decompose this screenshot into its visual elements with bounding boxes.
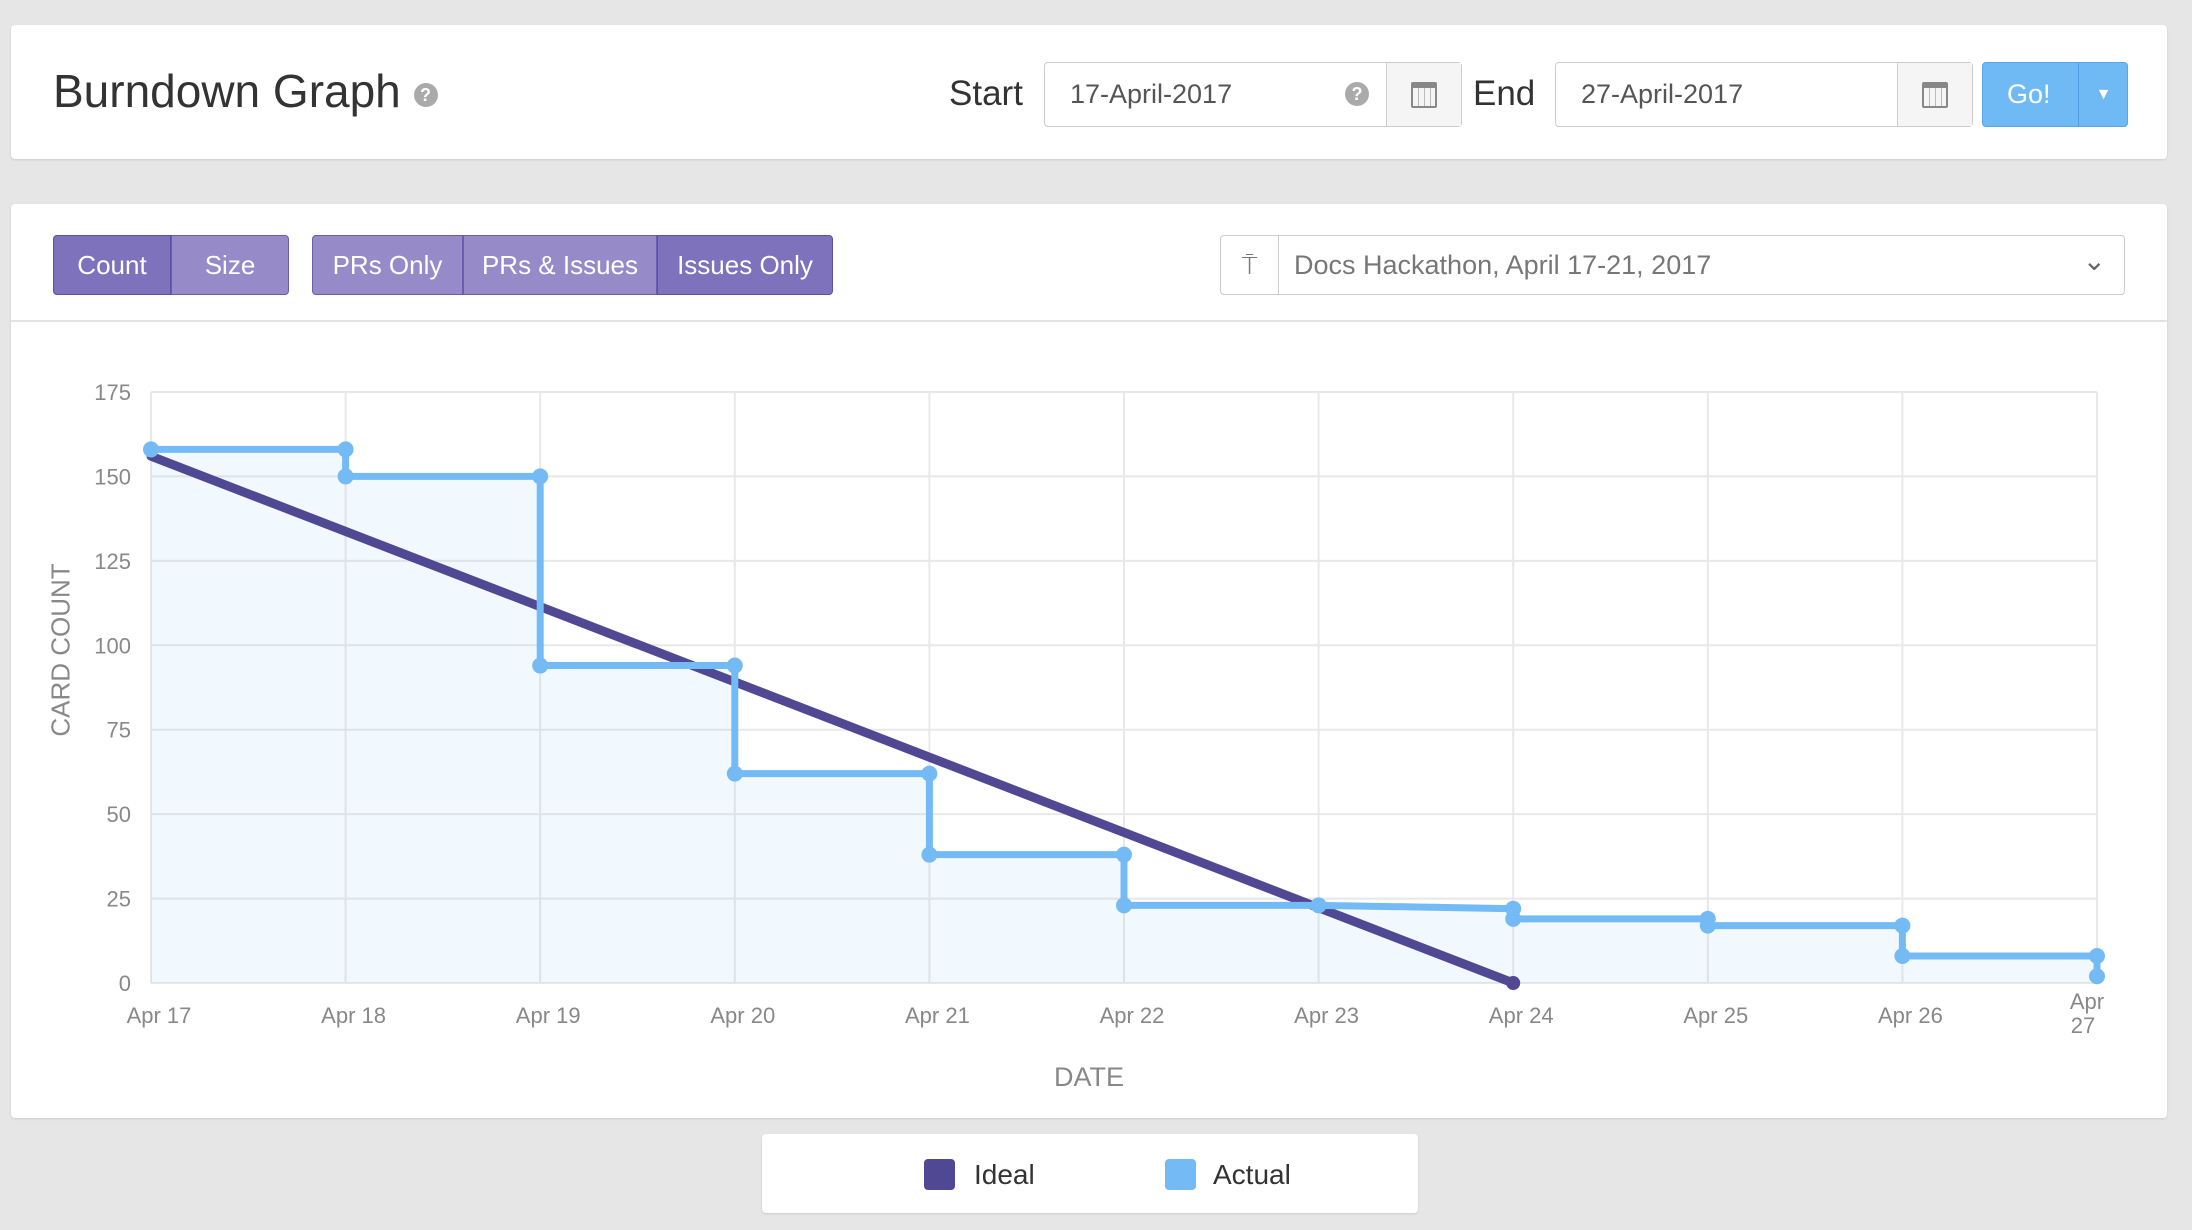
start-date-value: 17-April-2017: [1070, 79, 1233, 109]
actual-point: [337, 441, 354, 458]
x-tick-label: Apr 21: [905, 1003, 970, 1028]
go-label: Go!: [2007, 79, 2051, 109]
divider: [11, 320, 2167, 322]
calendar-icon: [1922, 81, 1948, 108]
end-date-value: 27-April-2017: [1581, 79, 1744, 109]
actual-point: [1116, 897, 1132, 914]
actual-point: [921, 765, 938, 782]
x-tick-label: Apr 26: [1878, 1003, 1943, 1028]
actual-point: [921, 846, 938, 863]
chart-card: [11, 204, 2167, 1118]
actual-point: [2089, 968, 2105, 985]
signpost-icon: ⍑: [1221, 236, 1279, 294]
chevron-down-icon: ⌄: [2082, 245, 2106, 276]
actual-area: [151, 449, 2097, 983]
actual-point: [337, 468, 354, 485]
title-text: Burndown Graph: [53, 65, 401, 117]
prs-issues-button[interactable]: PRs & Issues: [463, 235, 657, 295]
actual-point: [1310, 897, 1327, 914]
calendar-icon: [1411, 81, 1437, 108]
x-tick-label: Apr 24: [1489, 1003, 1554, 1028]
x-tick-label: Apr 23: [1294, 1003, 1359, 1028]
start-label: Start: [949, 74, 1023, 113]
actual-point: [1894, 947, 1911, 964]
x-tick-label: Apr 25: [1683, 1003, 1748, 1028]
help-icon[interactable]: ?: [1345, 82, 1369, 106]
y-tick-label: 50: [107, 802, 131, 827]
page-title: Burndown Graph ?: [53, 64, 438, 118]
x-tick-label: Apr 19: [516, 1003, 581, 1028]
y-axis-label: CARD COUNT: [45, 563, 76, 737]
actual-point: [143, 441, 159, 458]
y-tick-label: 25: [107, 887, 131, 912]
legend: Ideal Actual: [762, 1134, 1418, 1213]
actual-point: [1894, 917, 1911, 934]
end-label: End: [1473, 74, 1536, 113]
y-tick-label: 150: [94, 464, 131, 489]
milestone-value: Docs Hackathon, April 17-21, 2017: [1294, 250, 1712, 280]
actual-point: [532, 468, 549, 485]
end-calendar-button[interactable]: [1897, 63, 1972, 126]
ideal-line: [146, 451, 1518, 988]
start-calendar-button[interactable]: [1386, 63, 1461, 126]
ideal-point: [1506, 976, 1521, 990]
actual-point: [726, 765, 743, 782]
actual-point: [2089, 947, 2105, 964]
actual-point: [1116, 846, 1132, 863]
size-button[interactable]: Size: [171, 235, 289, 295]
legend-actual-label[interactable]: Actual: [1213, 1159, 1291, 1190]
legend-actual-swatch[interactable]: [1165, 1159, 1196, 1190]
y-tick-label: 75: [107, 718, 131, 743]
prs-only-button[interactable]: PRs Only: [312, 235, 463, 295]
legend-ideal-swatch[interactable]: [924, 1159, 955, 1190]
issues-only-button[interactable]: Issues Only: [657, 235, 833, 295]
actual-point: [726, 657, 743, 674]
help-icon[interactable]: ?: [413, 82, 438, 107]
y-tick-label: 175: [94, 380, 131, 405]
count-button[interactable]: Count: [53, 235, 171, 295]
actual-point: [1699, 917, 1716, 934]
x-tick-label: Apr 22: [1100, 1003, 1165, 1028]
go-button[interactable]: Go! ▼: [1982, 62, 2128, 127]
y-tick-label: 100: [94, 633, 131, 658]
x-tick-label: Apr 27: [2070, 989, 2104, 1038]
actual-point: [532, 657, 549, 674]
x-axis-label: DATE: [1053, 1062, 1125, 1092]
x-tick-label: Apr 17: [127, 1003, 192, 1028]
end-date-input[interactable]: 27-April-2017: [1555, 62, 1973, 127]
legend-ideal-label[interactable]: Ideal: [974, 1159, 1035, 1190]
actual-point: [1505, 910, 1522, 927]
y-tick-label: 0: [119, 971, 131, 996]
x-tick-label: Apr 20: [710, 1003, 775, 1028]
y-tick-label: 125: [94, 549, 131, 574]
caret-down-icon[interactable]: ▼: [2078, 63, 2128, 126]
actual-line: [151, 445, 2101, 977]
milestone-select[interactable]: ⍑ Docs Hackathon, April 17-21, 2017 ⌄: [1220, 235, 2125, 295]
start-date-input[interactable]: 17-April-2017 ?: [1044, 62, 1462, 127]
x-tick-label: Apr 18: [321, 1003, 386, 1028]
